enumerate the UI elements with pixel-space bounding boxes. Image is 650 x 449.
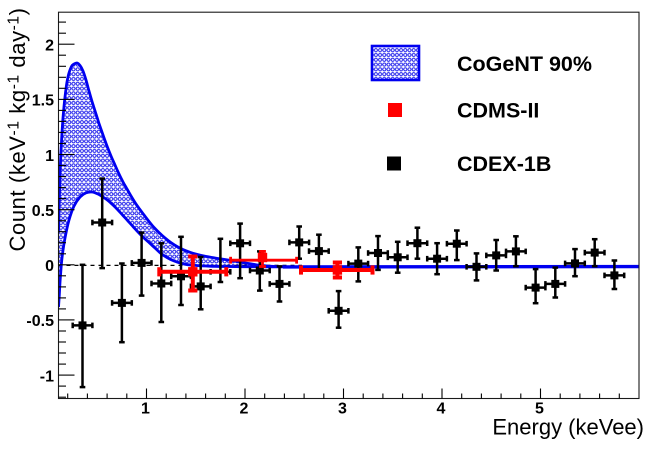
- svg-text:2: 2: [240, 401, 249, 418]
- svg-text:1: 1: [141, 401, 150, 418]
- svg-text:Energy (keVee): Energy (keVee): [492, 415, 644, 440]
- svg-text:0: 0: [45, 258, 54, 275]
- svg-text:1: 1: [45, 148, 54, 165]
- svg-text:CDEX-1B: CDEX-1B: [457, 152, 551, 176]
- svg-text:-0.5: -0.5: [26, 313, 54, 330]
- svg-text:CoGeNT 90%: CoGeNT 90%: [457, 52, 592, 76]
- svg-text:4: 4: [437, 401, 446, 418]
- svg-text:3: 3: [338, 401, 347, 418]
- svg-text:0.5: 0.5: [32, 203, 54, 220]
- svg-text:1.5: 1.5: [32, 93, 54, 110]
- svg-text:CDMS-II: CDMS-II: [457, 99, 539, 123]
- svg-text:2: 2: [45, 38, 54, 55]
- svg-text:-1: -1: [40, 368, 54, 385]
